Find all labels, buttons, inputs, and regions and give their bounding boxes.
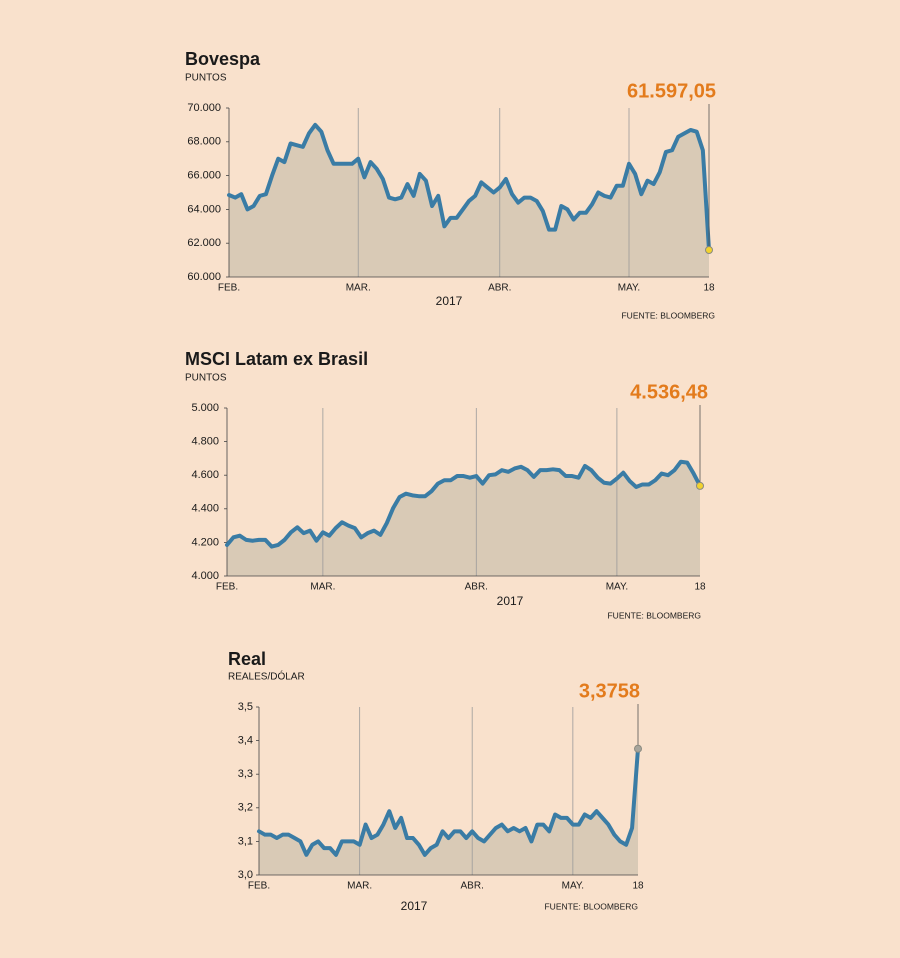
y-tick-label: 3,2 <box>238 802 253 814</box>
line <box>227 122 711 253</box>
source: FUENTE: BLOOMBERG <box>607 610 701 620</box>
source: FUENTE: BLOOMBERG <box>621 310 715 320</box>
line <box>225 459 702 549</box>
x-tick-label: ABR. <box>465 582 488 593</box>
y-tick-label: 3,0 <box>238 869 253 881</box>
y-tick-label: 4.200 <box>191 536 219 548</box>
x-tick-label: MAY. <box>606 582 628 593</box>
x-tick-label: MAY. <box>562 881 584 892</box>
y-tick-label: 66.000 <box>187 170 221 182</box>
y-tick-label: 70.000 <box>187 102 221 114</box>
x-tick-label: MAR. <box>347 881 372 892</box>
y-tick-label: 64.000 <box>187 203 221 215</box>
x-tick-label: ABR. <box>461 881 484 892</box>
last-point <box>705 246 713 255</box>
x-tick-label: FEB. <box>248 881 270 892</box>
area <box>259 748 638 875</box>
x-tick-label: MAR. <box>310 582 335 593</box>
last-point <box>696 481 704 490</box>
y-tick-label: 4.600 <box>191 469 219 481</box>
chart-title: Bovespa <box>185 49 261 69</box>
annotation: 3,3758 <box>579 680 640 702</box>
x-tick-label: ABR. <box>488 283 511 294</box>
area <box>227 461 700 576</box>
x-axis-label: 2017 <box>436 294 463 308</box>
x-tick-label: 18 <box>632 881 644 892</box>
y-tick-label: 60.000 <box>187 271 221 283</box>
chart-subtitle: PUNTOS <box>185 373 227 384</box>
x-tick-label: MAY. <box>618 283 640 294</box>
annotation: 61.597,05 <box>627 80 716 102</box>
source: FUENTE: BLOOMBERG <box>544 901 638 911</box>
y-tick-label: 4.400 <box>191 503 219 515</box>
y-tick-label: 3,4 <box>238 735 253 747</box>
x-axis-label: 2017 <box>497 594 524 608</box>
y-tick-label: 3,5 <box>238 701 253 713</box>
y-tick-label: 68.000 <box>187 136 221 148</box>
x-tick-label: MAR. <box>346 283 371 294</box>
y-tick-label: 3,1 <box>238 835 253 847</box>
y-tick-label: 4.800 <box>191 436 219 448</box>
x-tick-label: 18 <box>703 283 715 294</box>
line <box>257 746 640 857</box>
x-axis-label: 2017 <box>401 899 428 913</box>
chart-title: Real <box>228 649 266 669</box>
x-tick-label: FEB. <box>218 283 240 294</box>
chart-subtitle: PUNTOS <box>185 73 227 84</box>
y-tick-label: 4.000 <box>191 570 219 582</box>
y-tick-label: 5.000 <box>191 402 219 414</box>
y-tick-label: 62.000 <box>187 237 221 249</box>
last-point <box>634 744 642 753</box>
y-tick-label: 3,3 <box>238 768 253 780</box>
x-tick-label: FEB. <box>216 582 238 593</box>
annotation: 4.536,48 <box>630 381 708 403</box>
chart-title: MSCI Latam ex Brasil <box>185 349 368 369</box>
x-tick-label: 18 <box>694 582 706 593</box>
chart-subtitle: REALES/DÓLAR <box>228 670 305 683</box>
